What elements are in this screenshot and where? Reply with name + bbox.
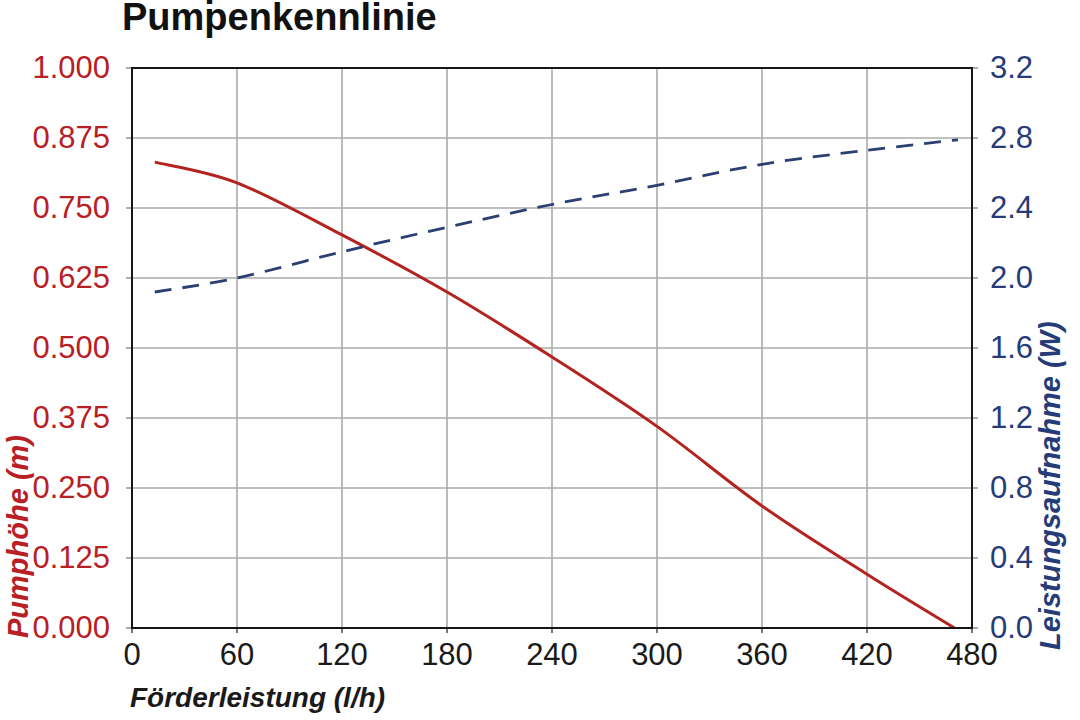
y-left-tick-label: 0.625	[0, 261, 110, 295]
y-left-axis-title: Pumphöhe (m)	[2, 435, 34, 638]
y-left-tick-label: 1.000	[0, 51, 110, 85]
y-right-tick-label: 3.2	[990, 51, 1033, 85]
x-axis-title: Förderleistung (l/h)	[130, 682, 385, 714]
y-right-tick-label: 2.8	[990, 121, 1033, 155]
y-right-tick-label: 1.6	[990, 331, 1033, 365]
y-right-tick-label: 1.2	[990, 401, 1033, 435]
y-right-tick-label: 0.8	[990, 471, 1033, 505]
y-right-axis-title: Leistungsaufnahme (W)	[1034, 321, 1066, 650]
y-left-tick-label: 0.875	[0, 121, 110, 155]
y-right-tick-label: 0.4	[990, 541, 1033, 575]
y-left-tick-label: 0.500	[0, 331, 110, 365]
power-consumption-curve	[155, 140, 958, 292]
pump-curve-chart: Pumpenkennlinie Pumpenkennlinie 1.0000.8…	[0, 0, 1080, 720]
y-right-tick-label: 2.0	[990, 261, 1033, 295]
y-left-tick-label: 0.375	[0, 401, 110, 435]
y-left-tick-label: 0.750	[0, 191, 110, 225]
x-tick-label: 480	[902, 638, 1042, 672]
plot-area	[0, 0, 1080, 720]
y-right-tick-label: 2.4	[990, 191, 1033, 225]
